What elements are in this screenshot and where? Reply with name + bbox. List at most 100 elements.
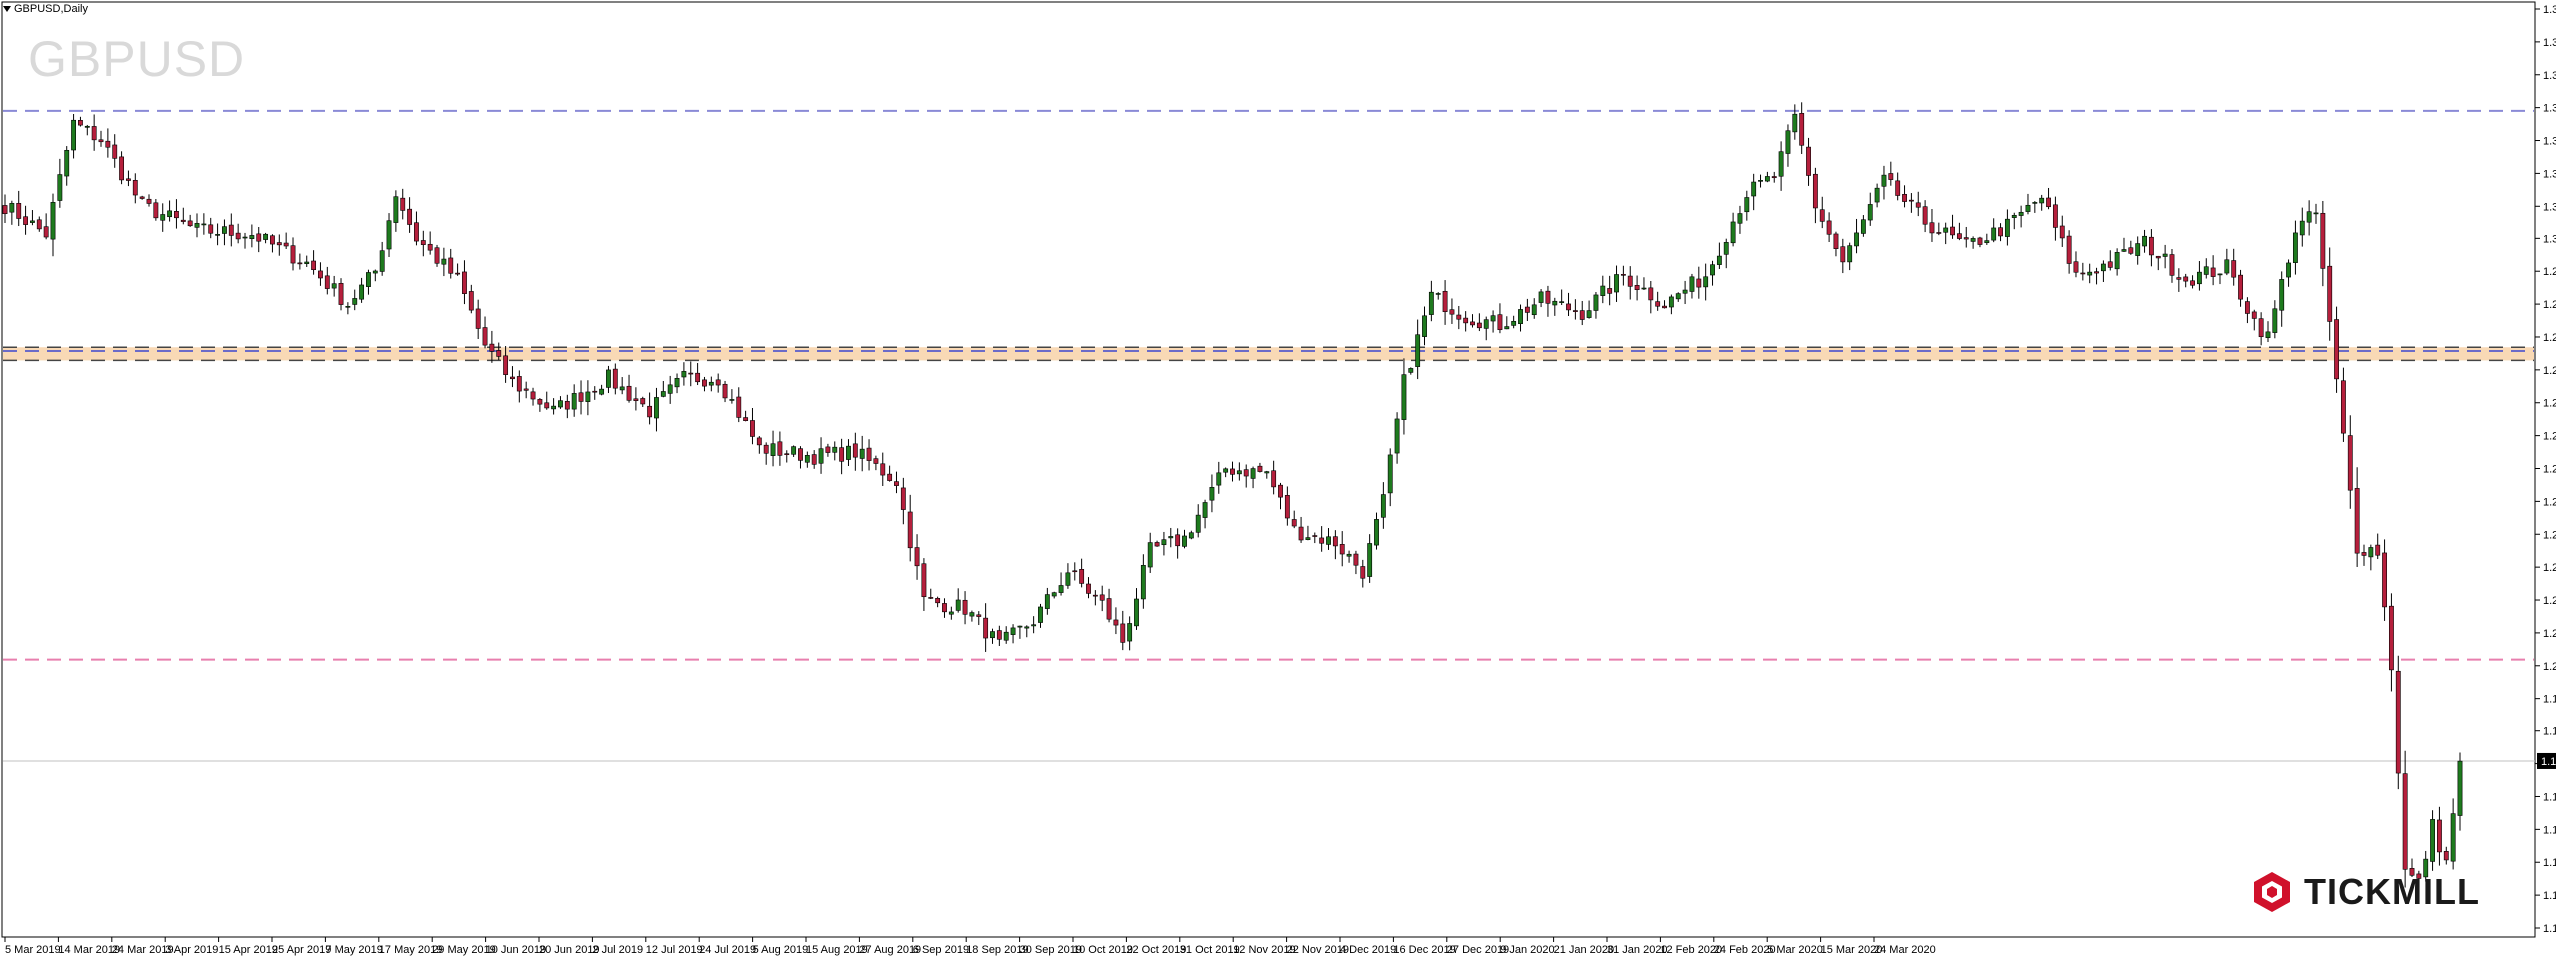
y-tick-label: 1.13620 <box>2543 923 2556 935</box>
candle-body <box>1339 544 1345 555</box>
candle-body <box>2210 267 2216 277</box>
candle-body <box>578 392 584 402</box>
x-tick-label: 10 Jun 2019 <box>486 944 547 956</box>
candle-body <box>564 400 570 410</box>
candle-body <box>1312 535 1318 537</box>
candle-body <box>1641 287 1647 290</box>
y-tick-label: 1.16020 <box>2543 824 2556 836</box>
candle-body <box>304 261 310 264</box>
candle-body <box>1689 276 1695 292</box>
candle-body <box>1442 290 1448 313</box>
candle-body <box>2306 211 2312 223</box>
y-tick-label: 1.34380 <box>2543 70 2556 82</box>
candle-body <box>1710 264 1715 276</box>
candle-body <box>1764 176 1770 182</box>
candle-body <box>1010 627 1016 635</box>
x-tick-label: 24 Jul 2019 <box>699 944 756 956</box>
x-tick-label: 27 Dec 2019 <box>1447 944 1509 956</box>
candle-body <box>2251 311 2257 319</box>
y-tick-label: 1.23200 <box>2543 529 2556 541</box>
y-tick-label: 1.19200 <box>2543 694 2556 706</box>
candle-body <box>1572 310 1578 312</box>
candle-body <box>1634 285 1640 290</box>
candle-body <box>1175 534 1181 547</box>
candle-body <box>434 247 440 264</box>
candle-body <box>1586 310 1592 318</box>
candle-body <box>1888 173 1894 180</box>
candle-body <box>2450 813 2456 862</box>
candle-body <box>1305 537 1311 540</box>
candle-body <box>1476 322 1482 329</box>
candle-body <box>1243 469 1249 477</box>
candle-body <box>2 205 8 214</box>
x-tick-label: 27 Aug 2019 <box>859 944 921 956</box>
candle-body <box>1065 572 1071 586</box>
candle-body <box>1826 220 1832 235</box>
candle-body <box>2238 274 2243 300</box>
candle-body <box>167 210 173 218</box>
candle-body <box>1380 494 1386 518</box>
candle-body <box>1716 255 1722 265</box>
candle-body <box>9 203 15 213</box>
candle-body <box>1566 303 1571 311</box>
candle-body <box>482 327 488 346</box>
x-tick-label: 22 Oct 2019 <box>1126 944 1186 956</box>
candle-body <box>1511 321 1517 326</box>
candle-body <box>2313 212 2319 215</box>
candle-body <box>2039 197 2045 204</box>
candle-body <box>948 611 954 615</box>
candle-body <box>1483 319 1489 329</box>
candle-body <box>1867 204 1873 221</box>
candle-body <box>585 391 591 402</box>
y-tick-label: 1.21600 <box>2543 595 2556 607</box>
candle-body <box>1840 246 1846 263</box>
candle-body <box>935 598 941 604</box>
candle-body <box>84 125 90 128</box>
dropdown-triangle-icon[interactable] <box>3 6 11 12</box>
candle-body <box>2011 215 2017 218</box>
y-tick-label: 1.26400 <box>2543 398 2556 410</box>
candle-body <box>1915 202 1921 208</box>
candle-body <box>530 391 536 400</box>
candle-body <box>1072 570 1078 573</box>
candle-body <box>784 453 790 456</box>
candle-body <box>894 481 899 486</box>
candle-body <box>1908 199 1914 202</box>
candle-body <box>1792 113 1798 133</box>
candle-body <box>674 378 680 388</box>
y-tick-label: 1.27200 <box>2543 365 2556 377</box>
candle-body <box>1408 368 1414 373</box>
candle-body <box>654 397 659 419</box>
y-tick-label: 1.14420 <box>2543 890 2556 902</box>
candle-body <box>798 448 803 461</box>
x-tick-label: 15 Aug 2019 <box>806 944 868 956</box>
candle-body <box>2107 261 2113 268</box>
candle-body <box>1991 227 1997 241</box>
brand-name: TICKMILL <box>2304 871 2480 912</box>
candle-body <box>688 372 694 375</box>
candle-body <box>290 245 296 264</box>
y-tick-label: 1.28000 <box>2543 332 2556 344</box>
candle-body <box>2169 254 2175 276</box>
candle-body <box>112 144 118 159</box>
candle-body <box>2443 851 2449 861</box>
candle-body <box>1147 542 1153 568</box>
y-tick-label: 1.22400 <box>2543 562 2556 574</box>
candle-body <box>1806 146 1811 176</box>
candle-body <box>736 396 742 418</box>
candle-body <box>2128 247 2134 254</box>
candle-body <box>414 222 419 242</box>
candle-body <box>1696 278 1702 288</box>
candle-body <box>1662 305 1667 309</box>
candle-body <box>2155 255 2161 259</box>
candle-body <box>1113 619 1119 626</box>
candle-body <box>1209 487 1215 501</box>
candle-body <box>455 272 461 275</box>
support-zone <box>3 347 2534 361</box>
candle-body <box>1038 606 1043 623</box>
candle-body <box>1353 553 1359 566</box>
candle-body <box>235 232 241 240</box>
candle-body <box>1463 317 1469 324</box>
candle-body <box>846 445 851 460</box>
candle-body <box>2142 235 2147 247</box>
